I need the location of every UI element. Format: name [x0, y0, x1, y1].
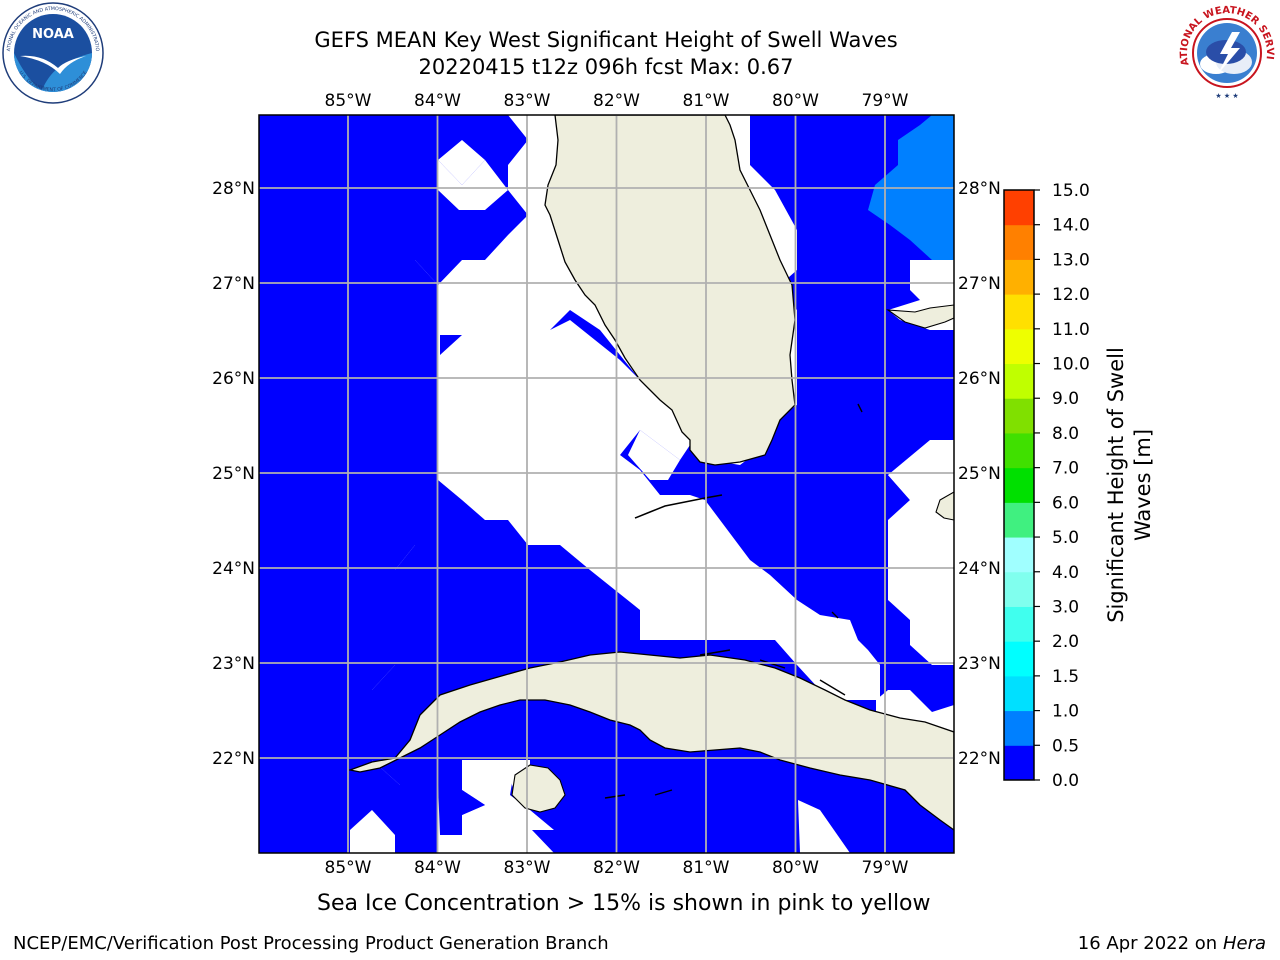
lat-labels-right: 28°N 27°N 26°N 25°N 24°N 23°N 22°N	[958, 179, 1001, 769]
colorbar-segment	[1004, 710, 1034, 746]
colorbar-label-line2: Waves [m]	[1131, 429, 1155, 541]
lon-label: 80°W	[772, 858, 819, 878]
lat-label: 28°N	[212, 179, 255, 199]
lon-label: 81°W	[683, 858, 730, 878]
lat-label: 23°N	[958, 654, 1001, 674]
colorbar-segment	[1004, 224, 1034, 260]
colorbar-tick-label: 2.0	[1052, 632, 1079, 652]
colorbar-segment	[1004, 641, 1034, 677]
colorbar-segment	[1004, 259, 1034, 295]
colorbar-tick-label: 6.0	[1052, 493, 1079, 513]
colorbar-label-line1: Significant Height of Swell	[1104, 347, 1128, 623]
lat-label: 24°N	[958, 559, 1001, 579]
grand-bahama-land	[886, 304, 954, 329]
colorbar-tick-label: 15.0	[1052, 181, 1090, 201]
colorbar-tick-label: 4.0	[1052, 563, 1079, 583]
lon-label: 81°W	[683, 91, 730, 111]
colorbar-segment	[1004, 675, 1034, 712]
colorbar-segment	[1004, 328, 1034, 365]
lat-label: 25°N	[958, 464, 1001, 484]
lon-label: 85°W	[325, 858, 372, 878]
footer-date-text: 16 Apr 2022 on	[1077, 933, 1223, 954]
colorbar-tick-label: 11.0	[1052, 320, 1090, 340]
lat-label: 25°N	[212, 464, 255, 484]
lat-label: 27°N	[958, 274, 1001, 294]
colorbar-tick-label: 0.5	[1052, 736, 1079, 756]
lat-label: 28°N	[958, 179, 1001, 199]
colorbar-tick-label: 3.0	[1052, 597, 1079, 617]
colorbar-segment	[1004, 432, 1034, 469]
colorbar-segment	[1004, 467, 1034, 503]
lon-labels-top: 85°W 84°W 83°W 82°W 81°W 80°W 79°W	[325, 91, 909, 111]
lat-label: 26°N	[958, 369, 1001, 389]
colorbar-segment	[1004, 537, 1034, 573]
colorbar-segment	[1004, 363, 1034, 399]
lon-label: 79°W	[862, 91, 909, 111]
noaa-logo-text: NOAA	[32, 27, 74, 42]
nws-stars: ★ ★ ★	[1215, 92, 1238, 100]
footer-branch: NCEP/EMC/Verification Post Processing Pr…	[13, 933, 609, 954]
florida-keys	[634, 494, 723, 519]
lat-label: 27°N	[212, 274, 255, 294]
lon-label: 84°W	[414, 91, 461, 111]
lon-label: 83°W	[504, 91, 551, 111]
nws-logo: NATIONAL WEATHER SERVICE ★ ★ ★	[1176, 2, 1276, 102]
colorbar-tick-label: 13.0	[1052, 250, 1090, 270]
sea-ice-caption: Sea Ice Concentration > 15% is shown in …	[317, 891, 931, 916]
lon-label: 84°W	[414, 858, 461, 878]
colorbar-segment	[1004, 398, 1034, 434]
lat-labels-left: 28°N 27°N 26°N 25°N 24°N 23°N 22°N	[212, 179, 255, 769]
colorbar-tick-label: 12.0	[1052, 285, 1090, 305]
colorbar-segment	[1004, 190, 1034, 226]
footer-host: Hera	[1222, 933, 1266, 954]
lon-labels-bottom: 85°W 84°W 83°W 82°W 81°W 80°W 79°W	[325, 858, 909, 878]
chart-title: GEFS MEAN Key West Significant Height of…	[314, 28, 898, 52]
lat-label: 23°N	[212, 654, 255, 674]
colorbar-tick-label: 10.0	[1052, 355, 1090, 375]
colorbar-tick-label: 14.0	[1052, 216, 1090, 236]
noaa-logo: NOAA NATIONAL OCEANIC AND ATMOSPHERIC AD…	[2, 2, 104, 104]
cuba-keys	[604, 403, 863, 799]
colorbar-tick-label: 7.0	[1052, 459, 1079, 479]
colorbar-tick-label: 1.0	[1052, 702, 1079, 722]
lat-label: 22°N	[212, 749, 255, 769]
colorbar-tick-label: 0.0	[1052, 771, 1079, 791]
colorbar-tick-label: 1.5	[1052, 667, 1079, 687]
colorbar: 0.0 0.5 1.0 1.5 2.0 3.0 4.0 5.0 6.0 7.0 8.0 9.0 10.0…	[1003, 181, 1090, 791]
no-data-gaps	[350, 140, 954, 853]
colorbar-segment	[1004, 502, 1034, 538]
colorbar-tick-label: 9.0	[1052, 389, 1079, 409]
chart-subtitle: 20220415 t12z 096h fcst Max: 0.67	[418, 55, 794, 79]
bahamas-land	[935, 491, 954, 521]
lon-label: 82°W	[593, 91, 640, 111]
colorbar-frame	[1003, 189, 1035, 781]
lat-label: 24°N	[212, 559, 255, 579]
isla-juventud-land	[511, 764, 566, 813]
lon-label: 79°W	[862, 858, 909, 878]
map-frame	[258, 114, 955, 854]
footer-date: 16 Apr 2022 on Hera	[1078, 933, 1266, 954]
colorbar-tick-label: 5.0	[1052, 528, 1079, 548]
lon-label: 85°W	[325, 91, 372, 111]
colorbar-tick-label: 8.0	[1052, 424, 1079, 444]
graticule	[259, 115, 954, 853]
lon-label: 83°W	[504, 858, 551, 878]
colorbar-segment	[1004, 745, 1034, 781]
colorbar-segment	[1004, 606, 1034, 642]
colorbar-segment	[1004, 571, 1034, 607]
lat-label: 22°N	[958, 749, 1001, 769]
lat-label: 26°N	[212, 369, 255, 389]
lon-label: 82°W	[593, 858, 640, 878]
colorbar-segment	[1004, 294, 1034, 330]
lon-label: 80°W	[772, 91, 819, 111]
